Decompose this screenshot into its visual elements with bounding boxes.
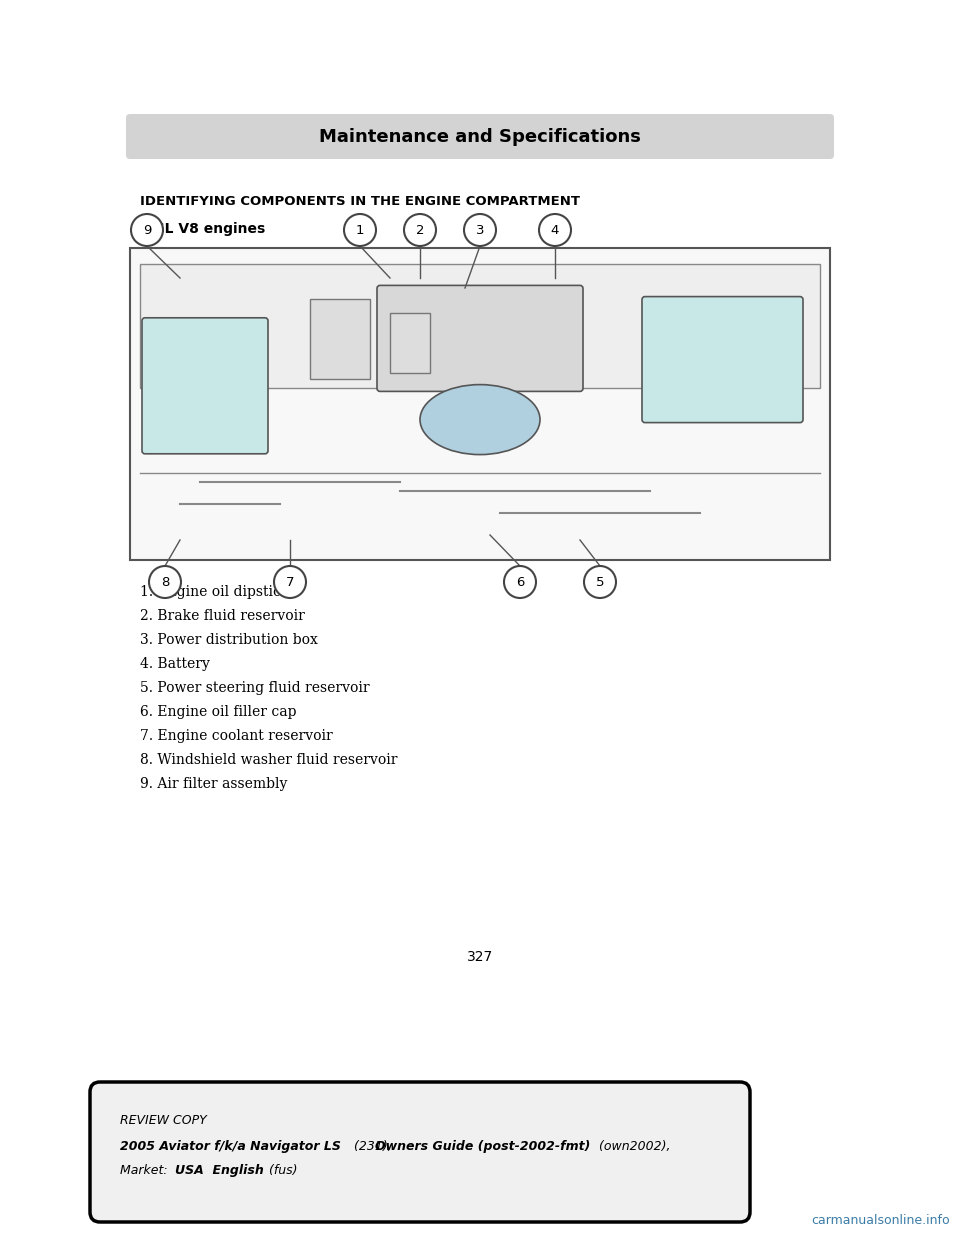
FancyBboxPatch shape <box>142 318 268 453</box>
Text: (231),: (231), <box>350 1140 396 1153</box>
Text: 7. Engine coolant reservoir: 7. Engine coolant reservoir <box>140 729 333 743</box>
Text: Market:: Market: <box>120 1164 176 1177</box>
Text: 3. Power distribution box: 3. Power distribution box <box>140 633 318 647</box>
Text: 9: 9 <box>143 224 151 236</box>
Text: 4: 4 <box>551 224 559 236</box>
FancyBboxPatch shape <box>377 286 583 391</box>
Bar <box>310 299 370 379</box>
Circle shape <box>584 566 616 597</box>
Text: 5. Power steering fluid reservoir: 5. Power steering fluid reservoir <box>140 681 370 696</box>
Ellipse shape <box>420 385 540 455</box>
Circle shape <box>131 214 163 246</box>
Text: 8: 8 <box>161 575 169 589</box>
Circle shape <box>149 566 181 597</box>
FancyBboxPatch shape <box>126 114 834 159</box>
Text: 4. Battery: 4. Battery <box>140 657 210 671</box>
Bar <box>130 248 830 560</box>
FancyBboxPatch shape <box>90 1082 750 1222</box>
FancyBboxPatch shape <box>642 297 803 422</box>
Text: carmanualsonline.info: carmanualsonline.info <box>811 1213 950 1227</box>
Text: 9. Air filter assembly: 9. Air filter assembly <box>140 777 287 791</box>
Text: 3: 3 <box>476 224 484 236</box>
Text: IDENTIFYING COMPONENTS IN THE ENGINE COMPARTMENT: IDENTIFYING COMPONENTS IN THE ENGINE COM… <box>140 195 580 207</box>
Circle shape <box>539 214 571 246</box>
Text: Maintenance and Specifications: Maintenance and Specifications <box>319 128 641 145</box>
Text: 8. Windshield washer fluid reservoir: 8. Windshield washer fluid reservoir <box>140 753 397 768</box>
Text: 1. Engine oil dipstick: 1. Engine oil dipstick <box>140 585 289 599</box>
Text: 1: 1 <box>356 224 364 236</box>
Text: Owners Guide (post-2002-fmt): Owners Guide (post-2002-fmt) <box>375 1140 590 1153</box>
Text: (fus): (fus) <box>265 1164 298 1177</box>
Text: REVIEW COPY: REVIEW COPY <box>120 1114 206 1126</box>
Text: (own2002),: (own2002), <box>595 1140 670 1153</box>
Text: USA  English: USA English <box>175 1164 264 1177</box>
Circle shape <box>404 214 436 246</box>
Circle shape <box>344 214 376 246</box>
Bar <box>390 313 430 373</box>
Bar <box>140 263 820 389</box>
Text: 2: 2 <box>416 224 424 236</box>
Text: 2. Brake fluid reservoir: 2. Brake fluid reservoir <box>140 609 305 623</box>
Text: 6: 6 <box>516 575 524 589</box>
Text: 327: 327 <box>467 950 493 964</box>
Text: 6. Engine oil filler cap: 6. Engine oil filler cap <box>140 705 297 719</box>
Circle shape <box>504 566 536 597</box>
Text: 4.6L V8 engines: 4.6L V8 engines <box>140 222 265 236</box>
Text: 5: 5 <box>596 575 604 589</box>
Text: 2005 Aviator f/k/a Navigator LS: 2005 Aviator f/k/a Navigator LS <box>120 1140 341 1153</box>
Circle shape <box>464 214 496 246</box>
Text: 7: 7 <box>286 575 295 589</box>
Circle shape <box>274 566 306 597</box>
